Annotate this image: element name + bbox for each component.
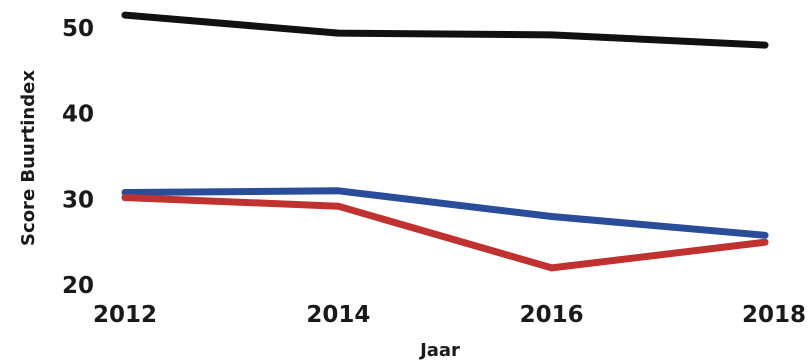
series-1-point (121, 11, 129, 19)
y-axis-title: Score Buurtindex (18, 70, 39, 246)
series-line-3 (121, 194, 769, 272)
x-tick-label: 2018 (742, 302, 806, 328)
series-line-1 (121, 11, 769, 49)
series-1-point (334, 29, 342, 37)
series-3-point (761, 238, 769, 246)
y-tick-label: 30 (62, 187, 94, 213)
series-1-point (548, 31, 556, 39)
series-lines (121, 11, 769, 272)
x-tick-label: 2016 (520, 302, 584, 328)
series-2-point (334, 187, 342, 195)
series-1-point (761, 41, 769, 49)
series-line-2 (121, 187, 769, 239)
series-3-point (121, 194, 129, 202)
series-2-point (548, 213, 556, 220)
y-tick-label: 20 (62, 273, 94, 299)
series-2-point (761, 231, 769, 239)
series-3-point (548, 264, 556, 272)
x-tick-label: 2014 (306, 302, 370, 328)
y-axis-ticks: 20 30 40 50 (62, 16, 94, 299)
y-tick-label: 40 (62, 102, 94, 128)
series-3-point (334, 202, 342, 210)
y-tick-label: 50 (62, 16, 94, 42)
x-tick-label: 2012 (93, 302, 157, 328)
x-axis-title: Jaar (418, 340, 460, 361)
x-axis-ticks: 2012 2014 2016 2018 (93, 302, 806, 328)
